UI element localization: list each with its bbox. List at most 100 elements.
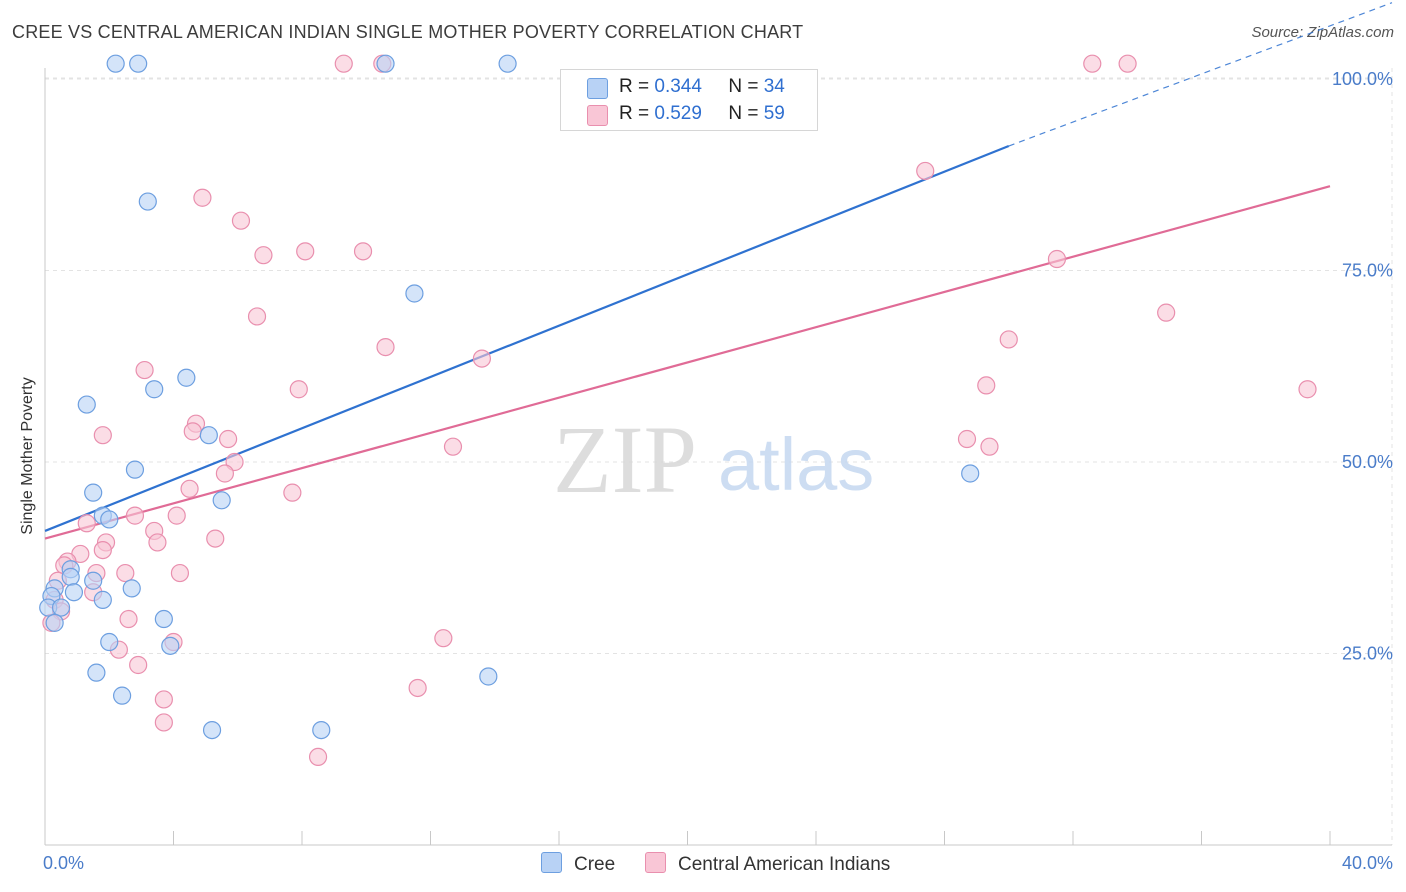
legend-r-label: R = bbox=[619, 103, 650, 124]
data-point-cai bbox=[116, 563, 135, 583]
data-point-cree bbox=[61, 567, 80, 587]
points-layer bbox=[39, 54, 1317, 767]
data-point-cai bbox=[148, 533, 167, 552]
data-point-cai bbox=[1083, 54, 1102, 73]
data-point-cree bbox=[122, 579, 141, 598]
data-point-cai bbox=[443, 437, 463, 456]
data-point-cree bbox=[93, 590, 112, 609]
data-point-cree bbox=[312, 720, 331, 740]
x-tick-label-min: 0.0% bbox=[43, 853, 84, 873]
trend-layer bbox=[44, 2, 1393, 540]
data-point-cree bbox=[177, 368, 196, 387]
legend-r-label: R = bbox=[619, 76, 650, 97]
data-point-cai bbox=[93, 540, 112, 560]
data-point-cree bbox=[112, 686, 132, 705]
data-point-cai bbox=[183, 422, 202, 441]
watermark: ZIP atlas bbox=[553, 406, 874, 513]
data-point-cai bbox=[119, 609, 138, 629]
bottom-legend-label-cai: Central American Indians bbox=[678, 854, 891, 875]
chart-title: CREE VS CENTRAL AMERICAN INDIAN SINGLE M… bbox=[12, 22, 804, 42]
data-point-cai bbox=[999, 330, 1018, 349]
data-point-cai bbox=[434, 629, 453, 648]
y-tick-label: 100.0% bbox=[1332, 69, 1393, 89]
data-point-cai bbox=[154, 690, 173, 709]
bottom-legend-swatch-cai bbox=[645, 852, 666, 873]
data-point-cree bbox=[100, 632, 119, 652]
data-point-cree bbox=[77, 395, 96, 414]
data-point-cree bbox=[125, 460, 145, 479]
data-point-cree bbox=[376, 54, 395, 73]
stats-legend: R = 0.344 N = 34 R = 0.529 N = 59 bbox=[560, 69, 818, 131]
y-tick-label: 50.0% bbox=[1342, 452, 1393, 472]
bottom-legend-cai: Central American Indians bbox=[645, 852, 890, 876]
data-point-cai bbox=[283, 483, 302, 502]
data-point-cai bbox=[472, 349, 491, 368]
data-point-cai bbox=[1157, 303, 1176, 322]
data-point-cai bbox=[353, 242, 373, 261]
data-point-cree bbox=[64, 583, 84, 602]
legend-swatch-cai bbox=[587, 105, 608, 126]
y-tick-label: 75.0% bbox=[1342, 261, 1393, 281]
trend-line-cree bbox=[44, 145, 1010, 532]
data-point-cree bbox=[405, 284, 424, 303]
legend-swatch-cree bbox=[587, 78, 608, 99]
data-point-cai bbox=[977, 376, 996, 395]
data-point-cree bbox=[129, 54, 148, 73]
data-point-cree bbox=[498, 54, 517, 73]
x-tick-label-max: 40.0% bbox=[1342, 853, 1393, 873]
axis-layer bbox=[44, 68, 1392, 846]
data-point-cree bbox=[100, 510, 119, 529]
data-point-cai bbox=[334, 54, 353, 73]
data-point-cai bbox=[376, 338, 395, 357]
data-point-cree bbox=[106, 54, 125, 73]
legend-r-value-cai: 0.529 bbox=[654, 103, 702, 124]
data-point-cai bbox=[1298, 380, 1317, 399]
data-point-cai bbox=[93, 426, 112, 445]
data-point-cree bbox=[212, 491, 231, 510]
trend-line-cree-extension bbox=[1008, 2, 1393, 147]
data-point-cai bbox=[296, 242, 315, 261]
data-point-cree bbox=[84, 483, 103, 502]
data-point-cai bbox=[125, 506, 145, 525]
data-point-cai bbox=[231, 211, 251, 230]
data-point-cree bbox=[145, 380, 164, 399]
watermark-zip: ZIP bbox=[553, 406, 697, 513]
data-point-cree bbox=[161, 636, 180, 655]
legend-n-label: N = bbox=[728, 76, 759, 97]
data-point-cree bbox=[138, 192, 157, 211]
data-point-cree bbox=[84, 571, 103, 590]
watermark-atlas: atlas bbox=[718, 423, 874, 506]
source-credit: Source: ZipAtlas.com bbox=[1251, 24, 1394, 41]
data-point-cree bbox=[479, 667, 498, 686]
data-point-cree bbox=[51, 598, 71, 617]
data-point-cai bbox=[408, 678, 427, 698]
data-point-cree bbox=[202, 720, 222, 740]
data-point-cai bbox=[1047, 249, 1067, 269]
trend-line-cai bbox=[44, 185, 1331, 540]
legend-n-value-cai: 59 bbox=[763, 103, 785, 124]
data-point-cai bbox=[1118, 54, 1137, 73]
data-point-cai bbox=[215, 464, 234, 483]
data-point-cai bbox=[916, 161, 935, 181]
data-point-cai bbox=[135, 360, 154, 380]
data-point-cai bbox=[193, 188, 212, 207]
data-point-cree bbox=[154, 609, 173, 629]
legend-n-label: N = bbox=[728, 103, 759, 124]
data-point-cai bbox=[129, 655, 148, 675]
data-point-cai bbox=[167, 506, 186, 525]
data-point-cai bbox=[289, 380, 308, 399]
bottom-legend-cree: Cree bbox=[541, 852, 615, 876]
data-point-cree bbox=[199, 426, 218, 445]
data-point-cai bbox=[957, 429, 977, 449]
tick-label-layer: 25.0% 50.0% 75.0% 100.0% 0.0% 40.0% bbox=[43, 69, 1393, 873]
data-point-cai bbox=[170, 563, 190, 583]
legend-n-value-cree: 34 bbox=[763, 76, 785, 97]
data-point-cai bbox=[980, 437, 999, 456]
data-point-cree bbox=[87, 663, 106, 682]
y-tick-label: 25.0% bbox=[1342, 644, 1393, 664]
data-point-cai bbox=[247, 307, 267, 326]
data-point-cai bbox=[206, 529, 225, 548]
data-point-cai bbox=[219, 429, 238, 449]
bottom-legend-label-cree: Cree bbox=[574, 854, 616, 875]
